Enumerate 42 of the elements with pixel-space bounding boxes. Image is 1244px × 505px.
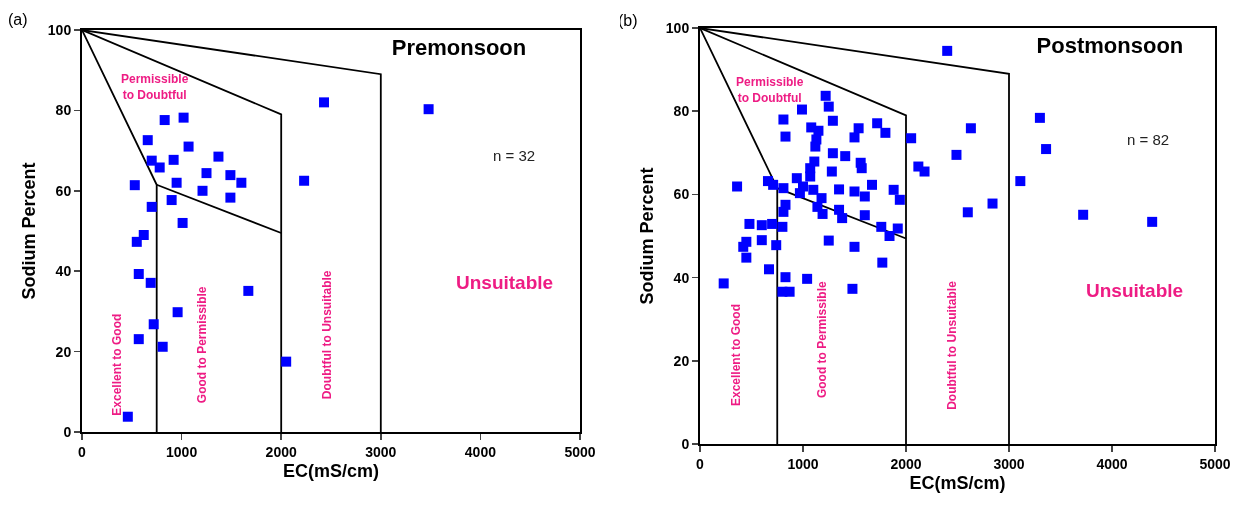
y-tick-label: 20 [55, 343, 72, 360]
y-tick-label: 0 [63, 423, 72, 440]
x-tick-label: 1000 [787, 455, 819, 472]
y-tick-label: 40 [673, 269, 690, 286]
y-tick-label: 20 [673, 352, 690, 369]
annotation: n = 82 [1127, 131, 1170, 148]
y-axis-title: Sodium Percent [636, 167, 657, 305]
annotation: n = 32 [493, 147, 536, 164]
chart-title: Premonsoon [391, 34, 527, 60]
x-axis-title: EC(mS/cm) [909, 473, 1006, 494]
x-tick-label: 3000 [365, 443, 397, 460]
y-tick-label: 80 [55, 102, 72, 119]
x-tick-label: 0 [696, 455, 705, 472]
annotation: Unsuitable [456, 272, 554, 293]
text: (a) [8, 11, 28, 28]
x-tick-label: 4000 [464, 443, 497, 460]
x-tick-label: 5000 [564, 443, 596, 460]
x-tick-label: 0 [78, 443, 87, 460]
annotation: Good to Permissible [194, 286, 209, 404]
x-tick-label: 2000 [265, 443, 297, 460]
y-tick-label: 40 [55, 263, 72, 280]
annotation: Permissible to Doubtful [736, 75, 804, 105]
y-tick-label: 100 [665, 19, 690, 36]
y-tick-label: 100 [47, 21, 72, 38]
x-tick-label: 4000 [1096, 455, 1128, 472]
annotation: Good to Permissible [815, 281, 830, 399]
x-axis-title: EC(mS/cm) [282, 461, 380, 482]
annotation: Doubtful to Unsuitable [319, 270, 334, 400]
annotation: Excellent to Good [109, 313, 124, 416]
annotation: Permissible to Doubtful [121, 72, 189, 102]
x-tick-label: 2000 [890, 455, 922, 472]
annotation: Excellent to Good [729, 304, 744, 407]
annotation: Doubtful to Unsuitable [944, 280, 959, 410]
chart-title: Postmonsoon [1036, 32, 1184, 58]
annotation: Unsuitable [1086, 280, 1184, 301]
y-tick-label: 60 [673, 186, 690, 203]
y-tick-label: 60 [55, 182, 72, 199]
x-tick-label: 5000 [1199, 455, 1231, 472]
x-tick-label: 1000 [166, 443, 198, 460]
x-tick-label: 3000 [993, 455, 1025, 472]
y-tick-label: 80 [673, 103, 690, 120]
y-axis-title: Sodium Percent [18, 162, 39, 300]
